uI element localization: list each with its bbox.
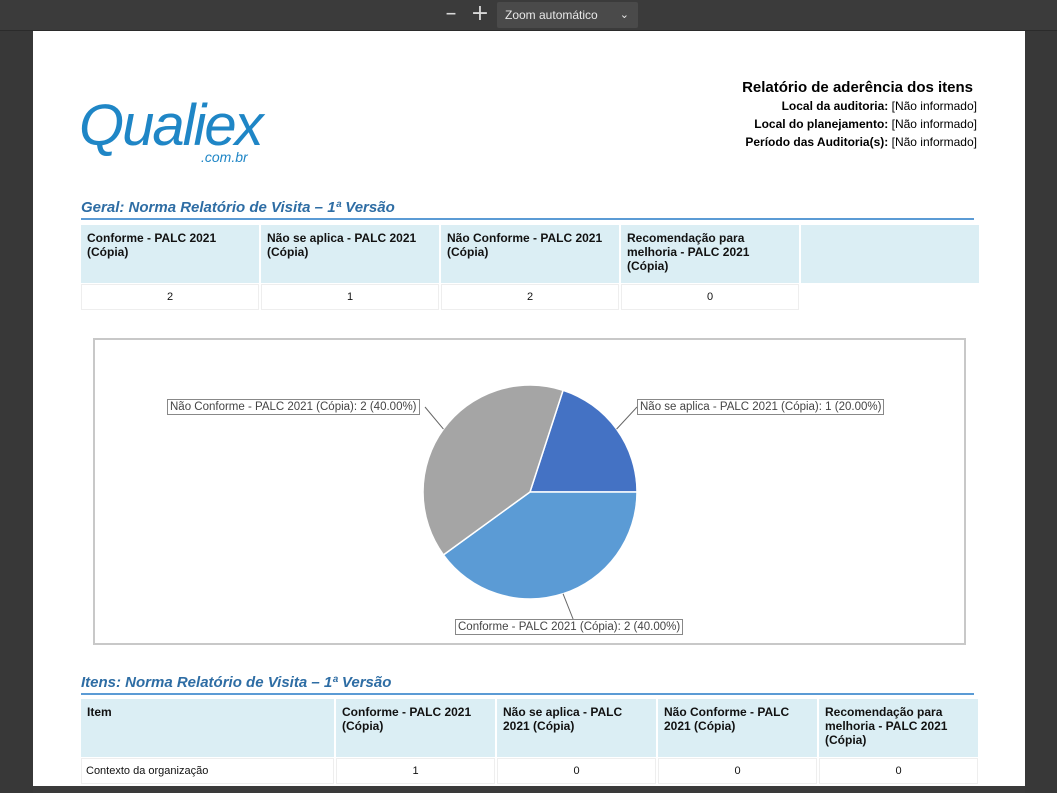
header-label: Local da auditoria: [781, 99, 889, 113]
header-label: Local do planejamento: [754, 117, 889, 131]
pie-slice-label: Conforme - PALC 2021 (Cópia): 2 (40.00%) [455, 619, 684, 635]
summary-value-conforme: 2 [81, 284, 259, 310]
items-header-nao-conforme: Não Conforme - PALC 2021 (Cópia) [658, 699, 817, 757]
pie-leader-line [616, 406, 638, 430]
logo-sub-text: .com.br [201, 149, 248, 165]
summary-header-nao-se-aplica: Não se aplica - PALC 2021 (Cópia) [261, 225, 439, 283]
summary-table: Conforme - PALC 2021 (Cópia) Não se apli… [79, 224, 981, 311]
qualiex-logo: Qualiex .com.br [79, 91, 264, 171]
pie-slice [528, 389, 638, 493]
item-conforme-cell: 1 [336, 758, 495, 784]
summary-header-empty [801, 225, 979, 283]
report-page: Qualiex .com.br Relatório de aderência d… [33, 31, 1025, 786]
summary-value-recomendacao: 0 [621, 284, 799, 310]
zoom-in-button[interactable]: + [470, 1, 490, 26]
item-nao-se-aplica-cell: 0 [497, 758, 656, 784]
summary-value-nao-conforme: 2 [441, 284, 619, 310]
pie-leader-line [562, 593, 574, 620]
items-header-recomendacao: Recomendação para melhoria - PALC 2021 (… [819, 699, 978, 757]
pie-slice-label: Não se aplica - PALC 2021 (Cópia): 1 (20… [637, 399, 885, 415]
summary-header-recomendacao: Recomendação para melhoria - PALC 2021 (… [621, 225, 799, 283]
header-value: [Não informado] [891, 117, 977, 131]
items-header-row: Item Conforme - PALC 2021 (Cópia) Não se… [81, 699, 978, 757]
header-value: [Não informado] [891, 99, 977, 113]
items-table: Item Conforme - PALC 2021 (Cópia) Não se… [79, 698, 980, 785]
logo-main-text: Qualiex [79, 93, 264, 158]
summary-value-empty [801, 284, 979, 310]
zoom-select-label: Zoom automático [505, 8, 598, 22]
pie-chart: Não se aplica - PALC 2021 (Cópia): 1 (20… [93, 338, 966, 645]
items-header-conforme: Conforme - PALC 2021 (Cópia) [336, 699, 495, 757]
pie-chart-svg [422, 384, 638, 620]
pie-slice-label: Não Conforme - PALC 2021 (Cópia): 2 (40.… [167, 399, 420, 415]
summary-header-nao-conforme: Não Conforme - PALC 2021 (Cópia) [441, 225, 619, 283]
chevron-down-icon: ⌄ [619, 9, 629, 21]
header-value: [Não informado] [891, 135, 977, 149]
pie-leader-line [424, 406, 444, 430]
header-label: Período das Auditoria(s): [745, 135, 889, 149]
summary-header-row: Conforme - PALC 2021 (Cópia) Não se apli… [81, 225, 979, 283]
header-line-local-auditoria: Local da auditoria: [Não informado] [742, 97, 977, 115]
pdf-viewer-toolbar: – + Zoom automático ⌄ [0, 0, 1057, 31]
items-header-nao-se-aplica: Não se aplica - PALC 2021 (Cópia) [497, 699, 656, 757]
summary-value-nao-se-aplica: 1 [261, 284, 439, 310]
items-header-item: Item [81, 699, 334, 757]
report-title: Relatório de aderência dos itens [742, 79, 973, 96]
item-recomendacao-cell: 0 [819, 758, 978, 784]
viewer-background-right [1025, 31, 1057, 793]
items-section-title: Itens: Norma Relatório de Visita – 1ª Ve… [81, 674, 974, 695]
viewer-background-left [0, 31, 33, 793]
table-row: Contexto da organização 1 0 0 0 [81, 758, 978, 784]
zoom-select[interactable]: Zoom automático ⌄ [497, 2, 638, 28]
header-line-periodo: Período das Auditoria(s): [Não informado… [742, 133, 977, 151]
report-header: Relatório de aderência dos itens Local d… [742, 79, 977, 151]
summary-header-conforme: Conforme - PALC 2021 (Cópia) [81, 225, 259, 283]
summary-section-title: Geral: Norma Relatório de Visita – 1ª Ve… [81, 199, 974, 220]
summary-values-row: 2 1 2 0 [81, 284, 979, 310]
header-line-local-planejamento: Local do planejamento: [Não informado] [742, 115, 977, 133]
item-name-cell: Contexto da organização [81, 758, 334, 784]
item-nao-conforme-cell: 0 [658, 758, 817, 784]
zoom-out-button[interactable]: – [445, 1, 457, 26]
